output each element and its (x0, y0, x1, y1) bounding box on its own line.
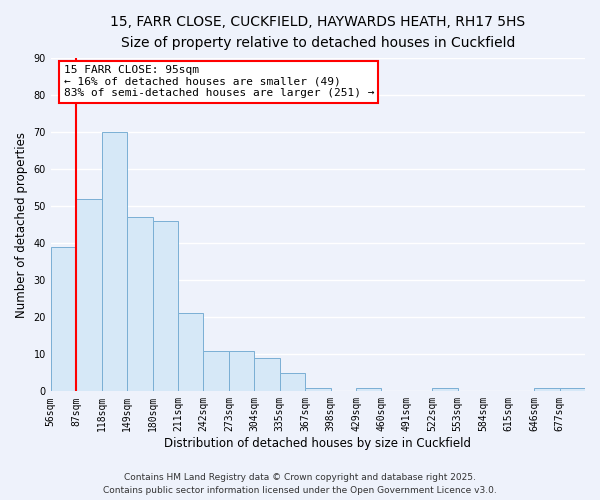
Bar (76, 198, 101, 392)
Bar (51, 247, 76, 392)
Y-axis label: Number of detached properties: Number of detached properties (15, 132, 28, 318)
Bar (229, 350, 254, 392)
Bar (534, 388, 560, 392)
Bar (127, 217, 152, 392)
Bar (356, 388, 382, 392)
Bar (152, 221, 178, 392)
X-axis label: Distribution of detached houses by size in Cuckfield: Distribution of detached houses by size … (164, 437, 472, 450)
Bar (178, 314, 203, 392)
Bar (305, 388, 331, 392)
Bar (560, 388, 585, 392)
Bar (280, 373, 305, 392)
Title: 15, FARR CLOSE, CUCKFIELD, HAYWARDS HEATH, RH17 5HS
Size of property relative to: 15, FARR CLOSE, CUCKFIELD, HAYWARDS HEAT… (110, 15, 526, 50)
Text: 15 FARR CLOSE: 95sqm
← 16% of detached houses are smaller (49)
83% of semi-detac: 15 FARR CLOSE: 95sqm ← 16% of detached h… (64, 65, 374, 98)
Bar (254, 358, 280, 392)
Text: Contains HM Land Registry data © Crown copyright and database right 2025.
Contai: Contains HM Land Registry data © Crown c… (103, 474, 497, 495)
Bar (433, 388, 458, 392)
Bar (203, 350, 229, 392)
Bar (101, 132, 127, 392)
